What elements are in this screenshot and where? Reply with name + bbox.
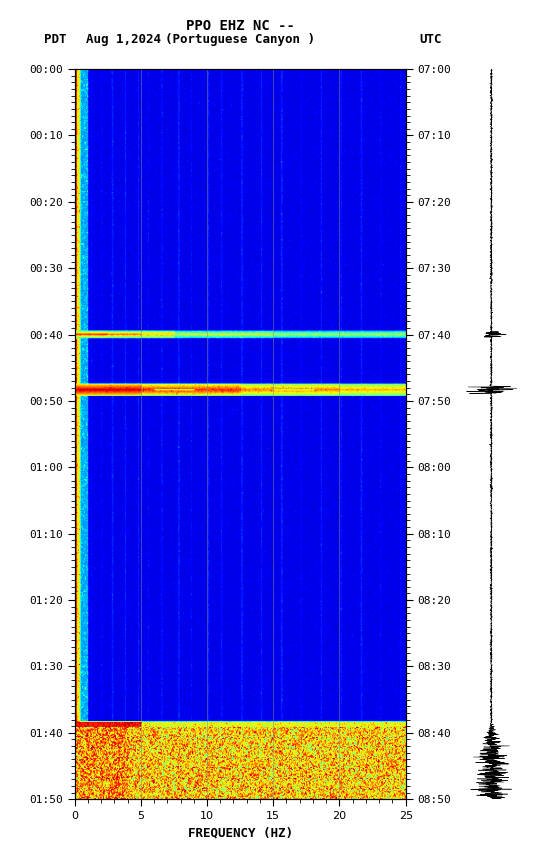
Text: UTC: UTC	[419, 33, 442, 46]
Text: PDT: PDT	[44, 33, 67, 46]
X-axis label: FREQUENCY (HZ): FREQUENCY (HZ)	[188, 827, 293, 840]
Text: PPO EHZ NC --: PPO EHZ NC --	[185, 19, 295, 33]
Text: Aug 1,2024: Aug 1,2024	[86, 33, 161, 46]
Text: (Portuguese Canyon ): (Portuguese Canyon )	[165, 33, 315, 46]
